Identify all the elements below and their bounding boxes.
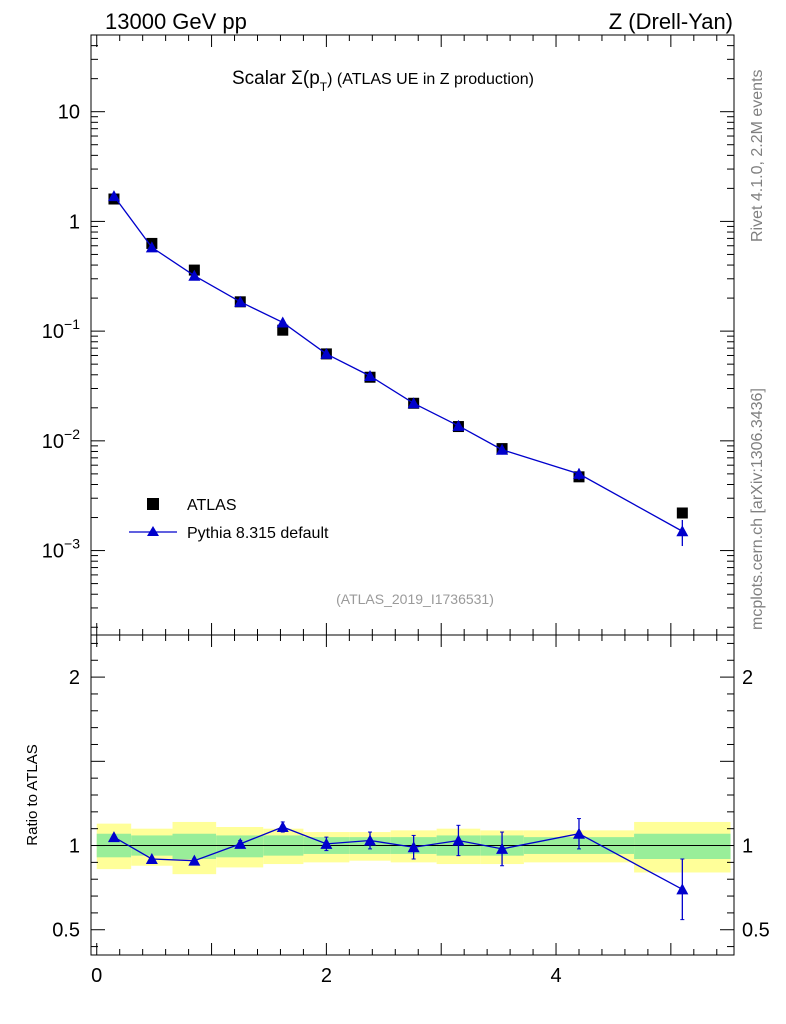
pythia-point [107,190,120,202]
ratio-ylabel: Ratio to ATLAS [24,744,41,845]
main-y-tick-label: 10−2 [42,426,80,453]
legend-pythia-label: Pythia 8.315 default [187,525,329,542]
pythia-point [496,443,509,455]
legend-atlas-label: ATLAS [187,497,237,514]
uncertainty-band-green [634,833,731,859]
ratio-point [364,834,377,846]
pythia-point [234,295,247,307]
pythia-line [113,195,683,532]
ratio-point [496,842,509,854]
pythia-point [320,347,333,359]
pythia-point [407,397,420,409]
tick-base: 1 [69,211,80,233]
ratio-y-tick-label-left: 2 [69,667,80,689]
x-tick-label: 4 [550,965,561,987]
main-y-tick-label: 10−1 [42,316,80,343]
analysis-watermark: (ATLAS_2019_I1736531) [336,591,494,607]
ratio-point [572,827,585,839]
tick-base: 10 [58,102,80,124]
rivet-label: Rivet 4.1.0, 2.2M events [749,69,766,242]
ratio-point [234,837,247,849]
legend: ATLAS Pythia 8.315 default [129,497,329,542]
ratio-y-tick-label-right: 2 [742,667,753,689]
plot-title-main: Scalar Σ(p [232,68,320,89]
pythia-point [364,369,377,381]
ratio-plot-data [107,818,689,921]
pythia-point [572,467,585,479]
x-tick-label: 2 [321,965,332,987]
ratio-point [188,854,201,866]
main-y-tick-label: 10−3 [42,536,80,563]
main-plot-data [107,190,689,547]
ratio-point [320,837,333,849]
ratio-y-tick-label-right: 0.5 [742,920,770,942]
tick-base: 10 [42,431,64,453]
legend-pythia-marker [147,526,159,536]
ratio-point [107,831,120,843]
tick-exponent: −1 [64,316,80,332]
ratio-point [276,821,289,832]
tick-exponent: −2 [64,426,80,442]
pythia-point [276,316,289,328]
atlas-point [277,324,289,336]
ratio-y-tick-label-left: 1 [69,836,80,858]
main-panel-frame [90,34,735,636]
plot-title-sub: T [320,80,328,94]
ratio-line [113,826,683,890]
atlas-point [676,507,688,519]
main-y-tick-label: 10 [58,102,80,124]
pythia-point [188,269,201,281]
legend-atlas-marker [147,498,159,510]
ratio-point [452,834,465,846]
header-energy: 13000 GeV pp [105,9,247,34]
ratio-point [676,883,689,895]
plot-title: Scalar Σ(pT) (ATLAS UE in Z production) [232,68,534,94]
main-y-tick-label: 1 [69,211,80,233]
tick-base: 10 [42,541,64,563]
ratio-y-tick-label-right: 1 [742,836,753,858]
pythia-point [676,525,689,537]
ratio-panel-frame [90,634,735,956]
header-process: Z (Drell-Yan) [609,9,733,34]
mcplots-label: mcplots.cern.ch [arXiv:1306.3436] [749,388,766,630]
ratio-point [407,841,420,853]
ratio-y-tick-label-left: 0.5 [52,920,80,942]
plot-title-rest: ) (ATLAS UE in Z production) [327,71,534,88]
ratio-point [145,853,158,864]
tick-base: 10 [42,321,64,343]
pythia-point [145,241,158,253]
pythia-point [452,419,465,431]
x-tick-label: 0 [91,965,102,987]
tick-exponent: −3 [64,536,80,552]
